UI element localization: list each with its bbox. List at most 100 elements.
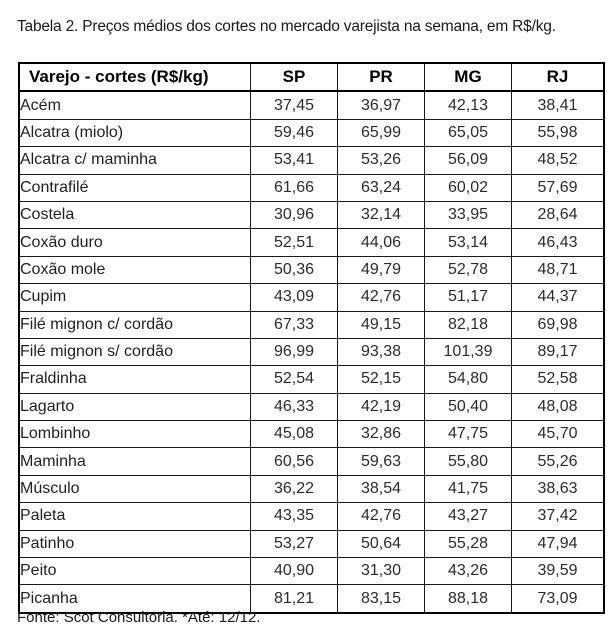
price-cell: 44,06 [337,228,425,257]
price-cell: 73,09 [511,584,605,614]
price-cell: 52,78 [424,255,512,285]
price-cell: 43,27 [424,502,512,531]
cut-name-cell: Alcatra c/ maminha [18,146,251,175]
price-cell: 48,08 [511,392,605,422]
price-cell: 38,41 [511,90,605,120]
cut-name-cell: Músculo [18,474,251,504]
price-cell: 42,19 [337,392,425,422]
price-cell: 65,05 [424,118,512,148]
price-cell: 52,58 [511,365,605,394]
price-cell: 52,15 [337,365,425,394]
price-cell: 57,69 [511,173,605,202]
price-cell: 46,33 [250,392,338,422]
cut-name-cell: Coxão mole [18,255,251,285]
price-cell: 52,51 [250,228,338,257]
price-cell: 61,66 [250,173,338,202]
table-body: Acém 37,45 36,97 42,13 38,41 Alcatra (miolo) 5… [18,90,605,614]
price-cell: 28,64 [511,200,605,230]
price-cell: 89,17 [511,337,605,367]
price-cell: 54,80 [424,365,512,394]
price-cell: 42,76 [337,502,425,531]
table-row: Coxão mole 50,36 49,79 52,78 48,71 [18,255,605,285]
price-cell: 65,99 [337,118,425,148]
column-header-sp: SP [250,62,338,93]
column-header-cortes: Varejo - cortes (R$/kg) [18,62,251,93]
cut-name-cell: Alcatra (miolo) [18,118,251,148]
table-row: Coxão duro 52,51 44,06 53,14 46,43 [18,228,605,257]
price-cell: 50,40 [424,392,512,422]
cut-name-cell: Contrafilé [18,173,251,202]
price-cell: 55,28 [424,529,512,559]
price-cell: 49,15 [337,310,425,339]
price-cell: 46,43 [511,228,605,257]
table-caption: Tabela 2. Preços médios dos cortes no me… [17,18,556,35]
price-cell: 83,15 [337,584,425,614]
price-cell: 37,45 [250,90,338,120]
cut-name-cell: Maminha [18,447,251,476]
price-cell: 101,39 [424,337,512,367]
table-row: Contrafilé 61,66 63,24 60,02 57,69 [18,173,605,202]
price-cell: 82,18 [424,310,512,339]
price-cell: 55,26 [511,447,605,476]
price-cell: 53,27 [250,529,338,559]
table-row: Acém 37,45 36,97 42,13 38,41 [18,90,605,120]
price-cell: 45,08 [250,420,338,449]
price-cell: 59,46 [250,118,338,148]
price-cell: 56,09 [424,146,512,175]
table-row: Alcatra c/ maminha 53,41 53,26 56,09 48,52 [18,146,605,175]
cut-name-cell: Costela [18,200,251,230]
price-cell: 49,79 [337,255,425,285]
price-cell: 47,75 [424,420,512,449]
price-cell: 38,63 [511,474,605,504]
cut-name-cell: Acém [18,90,251,120]
table-row: Lombinho 45,08 32,86 47,75 45,70 [18,420,605,449]
price-cell: 36,97 [337,90,425,120]
cut-name-cell: Peito [18,557,251,586]
price-cell: 93,38 [337,337,425,367]
price-cell: 43,09 [250,283,338,312]
price-cell: 41,75 [424,474,512,504]
cut-name-cell: Paleta [18,502,251,531]
price-cell: 30,96 [250,200,338,230]
cut-name-cell: Coxão duro [18,228,251,257]
price-cell: 43,35 [250,502,338,531]
price-cell: 43,26 [424,557,512,586]
table-row: Patinho 53,27 50,64 55,28 47,94 [18,529,605,559]
price-cell: 36,22 [250,474,338,504]
price-cell: 48,52 [511,146,605,175]
table-row: Peito 40,90 31,30 43,26 39,59 [18,557,605,586]
column-header-pr: PR [337,62,425,93]
price-cell: 59,63 [337,447,425,476]
table-row: Lagarto 46,33 42,19 50,40 48,08 [18,392,605,422]
table-row: Alcatra (miolo) 59,46 65,99 65,05 55,98 [18,118,605,148]
price-cell: 47,94 [511,529,605,559]
prices-table: Varejo - cortes (R$/kg) SP PR MG RJ Acém… [18,62,605,614]
price-cell: 55,98 [511,118,605,148]
price-cell: 40,90 [250,557,338,586]
table-row: Fraldinha 52,54 52,15 54,80 52,58 [18,365,605,394]
price-cell: 32,86 [337,420,425,449]
price-cell: 32,14 [337,200,425,230]
table-row: Filé mignon s/ cordão 96,99 93,38 101,39 89,… [18,337,605,367]
price-cell: 60,02 [424,173,512,202]
price-cell: 37,42 [511,502,605,531]
price-cell: 31,30 [337,557,425,586]
price-cell: 42,76 [337,283,425,312]
price-cell: 50,64 [337,529,425,559]
table-header: Varejo - cortes (R$/kg) SP PR MG RJ [18,62,605,93]
cut-name-cell: Filé mignon c/ cordão [18,310,251,339]
column-header-mg: MG [424,62,512,93]
cut-name-cell: Fraldinha [18,365,251,394]
price-cell: 33,95 [424,200,512,230]
price-cell: 55,80 [424,447,512,476]
cut-name-cell: Picanha [18,584,251,614]
price-cell: 42,13 [424,90,512,120]
table-row: Picanha 81,21 83,15 88,18 73,09 [18,584,605,614]
source-note: Fonte: Scot Consultoria. *Até: 12/12. [17,609,261,626]
column-header-rj: RJ [511,62,605,93]
price-cell: 53,14 [424,228,512,257]
cut-name-cell: Lagarto [18,392,251,422]
table-row: Filé mignon c/ cordão 67,33 49,15 82,18 69,9… [18,310,605,339]
price-cell: 81,21 [250,584,338,614]
table-row: Cupim 43,09 42,76 51,17 44,37 [18,283,605,312]
